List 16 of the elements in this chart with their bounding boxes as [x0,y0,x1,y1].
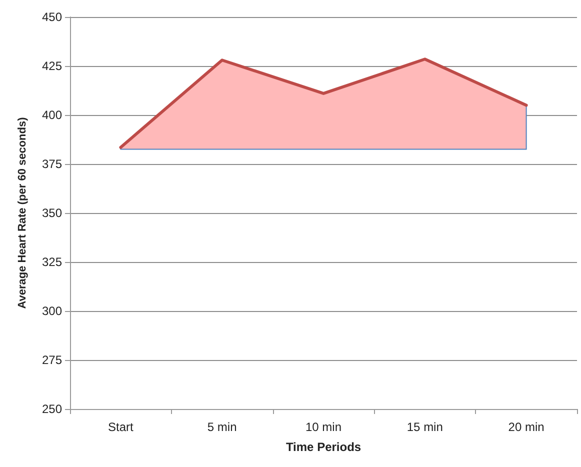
x-tick-label: Start [108,420,134,434]
x-tick-label: 20 min [508,420,544,434]
x-tick-label: 15 min [406,420,443,434]
y-axis-title: Average Heart Rate (per 60 seconds) [16,116,28,309]
y-tick-label: 350 [42,206,62,220]
y-tick-label: 250 [42,402,62,416]
y-tick-label: 325 [42,255,62,269]
x-axis-title: Time Periods [286,440,362,454]
y-tick-label: 275 [42,353,62,367]
y-tick-label: 450 [42,10,62,24]
x-tick-label: 5 min [207,420,237,434]
y-tick-label: 300 [42,304,62,318]
x-tick-label: 10 min [305,420,342,434]
y-tick-label: 400 [42,108,62,122]
y-tick-label: 425 [42,59,62,73]
y-tick-label: 375 [42,157,62,171]
